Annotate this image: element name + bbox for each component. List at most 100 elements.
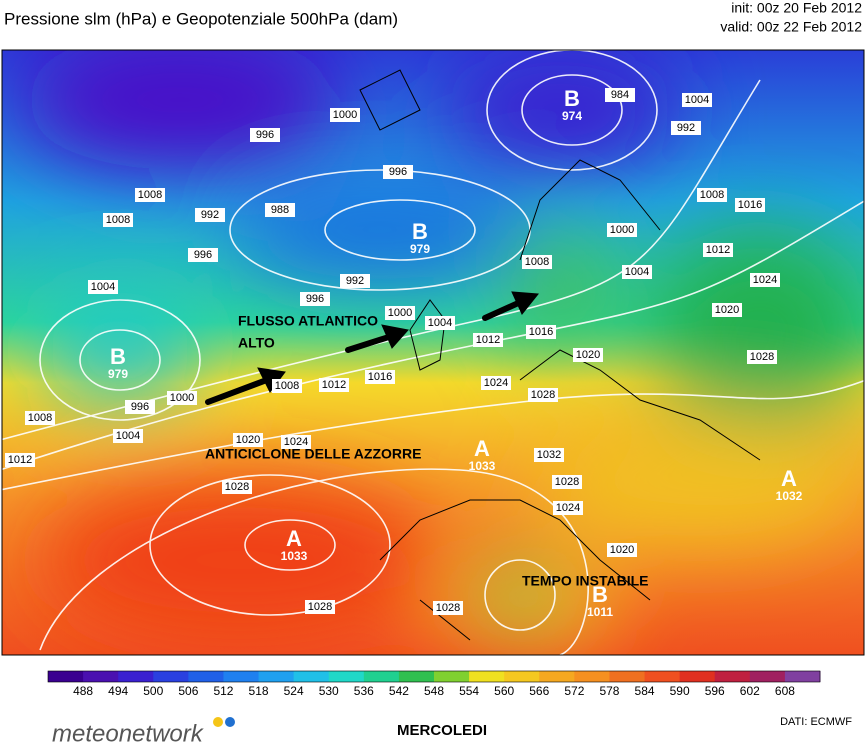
isobar-label: 1008 [525,256,549,268]
map: 1000 996 984 992 1004 1008 1008 996 992 988 996 100… [2,50,864,655]
colorbar-cell [574,671,610,682]
isobar-label: 992 [201,209,219,221]
isobar-label: 1016 [738,199,762,211]
isobar-label: 1016 [368,371,392,383]
colorbar-cell [188,671,224,682]
colorbar-label: 548 [424,684,444,698]
isobar-label-box [265,203,295,217]
colorbar-label: 602 [740,684,760,698]
center-letter: B [110,344,126,369]
colorbar-label: 554 [459,684,479,698]
center-value: 1032 [776,489,803,503]
logo: meteonetwork [52,720,205,747]
isobar-label: 1028 [555,476,579,488]
isobar-label: 1008 [28,412,52,424]
center-letter: A [474,436,490,461]
colorbar-cell [469,671,505,682]
colorbar-frame [47,670,821,683]
isobar-label-box [433,601,463,615]
colorbar-label: 494 [108,684,128,698]
colorbar-cell [749,671,786,682]
colorbar-label: 524 [284,684,304,698]
isobar-label-box [233,433,263,447]
isobar-label: 1008 [700,189,724,201]
colorbar-label: 506 [178,684,198,698]
colorbar-label: 608 [775,684,795,698]
isobar-label: 1004 [625,266,649,278]
isobar-label-box [330,108,360,122]
isobar-label-box [526,325,556,339]
isobar-label-box [340,274,370,288]
isobar-label: 984 [611,89,629,101]
isobar-label: 1012 [476,334,500,346]
isobar-label-box [365,370,395,384]
isobar-label-box [534,448,564,462]
colorbar-cell [434,671,470,682]
center-value: 1011 [587,605,613,619]
isobar-label-box [319,378,349,392]
center-value: 979 [410,242,430,256]
colorbar-cell [153,671,189,682]
isobar-label-box [305,600,335,614]
colorbar-label: 566 [529,684,549,698]
colorbar-cell [363,671,400,682]
isobar-label-box [135,188,165,202]
colorbar-cell [609,671,646,682]
isobar-label: 1004 [685,94,709,106]
isobar-label-box [195,208,225,222]
isobar-label-box [103,213,133,227]
isobar-label-box [425,316,455,330]
isobar-label-box [735,198,765,212]
isobar-label: 1024 [284,436,308,448]
colorbar-cell [293,671,330,682]
isobar-label: 1020 [610,544,634,556]
isobar-label-box [5,453,35,467]
center-value: 979 [108,367,128,381]
isobar-label: 996 [256,129,274,141]
isobar-label-box [25,411,55,425]
isobar-label: 1020 [576,349,600,361]
isobar-label: 1012 [706,244,730,256]
isobar-label: 996 [389,166,407,178]
isobar-label: 1024 [484,377,508,389]
colorbar-label: 578 [599,684,619,698]
colorbar-label: 542 [389,684,409,698]
valid-time: valid: 00z 22 Feb 2012 [720,19,862,35]
center-letter: B [592,582,608,607]
isobar-label-box [607,543,637,557]
colorbar-label: 590 [670,684,690,698]
isobar-label-box [605,88,635,102]
isobar-label: 1012 [322,379,346,391]
colorbar-label: 572 [564,684,584,698]
day-label: MERCOLEDI [397,722,487,739]
isobar-label: 1024 [753,274,777,286]
center-value: 1033 [469,459,496,473]
annotation: ANTICICLONE DELLE AZZORRE [205,446,421,462]
isobar-label: 1024 [556,502,580,514]
isobar-label-box [750,273,780,287]
isobar-label: 992 [677,122,695,134]
colorbar-label: 536 [354,684,374,698]
isobar-label: 1008 [106,214,130,226]
annotation: TEMPO INSTABILE [522,573,649,589]
isobar-label-box [528,388,558,402]
colorbar-label: 518 [249,684,269,698]
isobar-label-box [522,255,552,269]
isobar-label-box [553,501,583,515]
isobar-label-box [622,265,652,279]
colorbar-cell [679,671,716,682]
isobar-label: 996 [194,249,212,261]
data-source: DATI: ECMWF [780,716,852,728]
isobar-label: 1000 [388,307,412,319]
center-value: 974 [562,109,582,123]
isobar-label: 1020 [236,434,260,446]
colorbar-label: 488 [73,684,93,698]
isobar-label-box [473,333,503,347]
isobar-label-box [607,223,637,237]
isobar-label-box [113,429,143,443]
colorbar-cell [784,671,821,682]
center-letter: B [412,219,428,244]
isobar-label: 1000 [610,224,634,236]
isobar-label: 1028 [308,601,332,613]
